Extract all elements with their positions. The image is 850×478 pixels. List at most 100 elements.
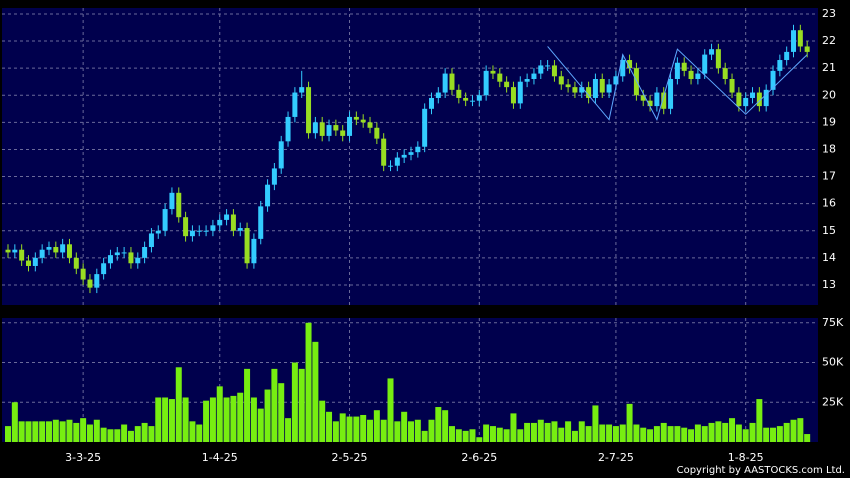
candle-body bbox=[381, 138, 387, 166]
volume-bar bbox=[729, 418, 736, 442]
candle-body bbox=[80, 268, 86, 280]
volume-bar bbox=[353, 416, 360, 442]
volume-bar bbox=[606, 424, 613, 442]
candle-body bbox=[162, 209, 168, 231]
volume-bar bbox=[237, 392, 244, 442]
volume-bar bbox=[776, 426, 783, 442]
volume-bar bbox=[257, 408, 264, 442]
volume-bar bbox=[59, 421, 66, 442]
candle-body bbox=[183, 217, 189, 237]
candle-body bbox=[25, 260, 31, 266]
x-tick-label: 1-8-25 bbox=[728, 451, 764, 464]
volume-bar bbox=[715, 421, 722, 442]
volume-bar bbox=[408, 421, 414, 442]
candle-body bbox=[613, 76, 619, 85]
candle-body bbox=[756, 92, 762, 107]
candle-body bbox=[189, 230, 195, 237]
y-tick-label: 22 bbox=[822, 34, 836, 47]
candle-body bbox=[750, 92, 756, 98]
candle-body bbox=[510, 87, 516, 104]
candle-body bbox=[101, 263, 107, 275]
candle-body bbox=[278, 141, 284, 169]
candle-body bbox=[463, 97, 469, 101]
volume-bar bbox=[394, 421, 401, 442]
volume-bar bbox=[694, 424, 701, 442]
volume-bar bbox=[86, 424, 93, 442]
candle-body bbox=[777, 60, 783, 71]
candle-body bbox=[422, 108, 428, 147]
candle-body bbox=[32, 257, 38, 266]
overlay-line bbox=[547, 46, 808, 121]
y-tick-label: 15 bbox=[822, 224, 836, 237]
candle-body bbox=[791, 30, 797, 52]
candle-body bbox=[599, 78, 605, 93]
candle-body bbox=[148, 233, 154, 248]
candle-body bbox=[715, 49, 721, 69]
volume-bar bbox=[428, 419, 435, 442]
y-tick-label: 13 bbox=[822, 278, 836, 291]
volume-bar bbox=[742, 429, 749, 442]
volume-bar bbox=[11, 402, 18, 442]
candle-body bbox=[449, 73, 455, 90]
volume-bar bbox=[155, 397, 162, 442]
volume-bar bbox=[25, 421, 32, 442]
volume-bar bbox=[612, 426, 619, 442]
volume-bar bbox=[667, 426, 674, 442]
candle-body bbox=[668, 78, 674, 109]
candle-body bbox=[538, 65, 544, 74]
volume-bar bbox=[558, 427, 565, 442]
candle-body bbox=[647, 100, 653, 107]
volume-bar bbox=[168, 399, 175, 442]
volume-bar bbox=[735, 424, 742, 442]
candle-body bbox=[142, 247, 148, 258]
candle-body bbox=[169, 192, 175, 210]
candle-body bbox=[633, 68, 639, 96]
volume-bar bbox=[565, 421, 572, 442]
volume-bar bbox=[52, 419, 59, 442]
candle-body bbox=[688, 70, 694, 79]
volume-bar bbox=[435, 407, 442, 442]
candle-body bbox=[490, 70, 496, 74]
candle-body bbox=[210, 225, 216, 231]
candle-body bbox=[702, 54, 708, 74]
candle-body bbox=[66, 244, 72, 258]
volume-bar bbox=[244, 368, 251, 442]
volume-bar bbox=[510, 413, 517, 442]
volume-bar bbox=[134, 426, 141, 442]
volume-bar bbox=[326, 411, 333, 442]
volume-bar bbox=[387, 378, 394, 442]
candle-body bbox=[681, 62, 687, 71]
candle-body bbox=[60, 244, 66, 253]
candle-body bbox=[326, 125, 332, 136]
y-tick-label: 23 bbox=[822, 7, 836, 20]
volume-bar bbox=[578, 421, 585, 442]
volume-bar bbox=[599, 424, 606, 442]
x-tick-label: 2-6-25 bbox=[461, 451, 497, 464]
volume-bar bbox=[127, 430, 134, 442]
candle-body bbox=[640, 95, 646, 101]
volume-bar bbox=[182, 397, 189, 442]
volume-bar bbox=[770, 427, 777, 442]
volume-bar bbox=[93, 419, 100, 442]
candle-body bbox=[224, 214, 230, 220]
candle-body bbox=[53, 247, 59, 253]
candle-body bbox=[196, 230, 202, 232]
candle-body bbox=[114, 252, 120, 256]
candle-body bbox=[572, 87, 578, 93]
volume-bar bbox=[141, 422, 148, 442]
candle-body bbox=[531, 73, 537, 79]
candle-body bbox=[736, 92, 742, 107]
candle-body bbox=[312, 122, 318, 134]
candle-body bbox=[176, 192, 182, 218]
volume-bar bbox=[298, 368, 305, 442]
volume-bar bbox=[175, 367, 182, 442]
candle-body bbox=[217, 219, 223, 226]
volume-bar bbox=[633, 424, 640, 442]
x-tick-label: 2-7-25 bbox=[598, 451, 634, 464]
candle-body bbox=[299, 87, 305, 93]
volume-bar bbox=[763, 427, 770, 442]
candle-body bbox=[497, 73, 503, 82]
candle-body bbox=[524, 78, 530, 82]
volume-bar bbox=[18, 421, 25, 442]
y-tick-label: 19 bbox=[822, 115, 836, 128]
